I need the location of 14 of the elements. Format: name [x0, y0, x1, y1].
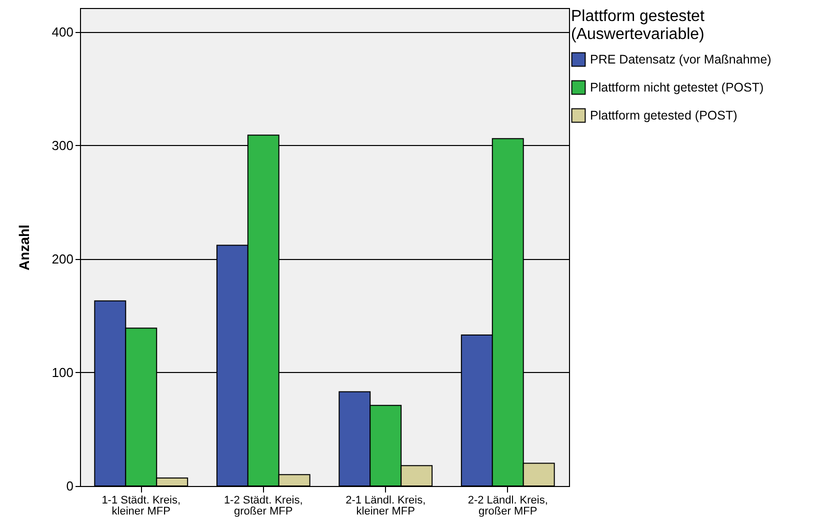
y-tick-label: 0: [66, 478, 74, 494]
y-tick-label: 200: [52, 251, 74, 266]
y-tick-label: 100: [52, 364, 74, 380]
legend-title: Plattform gestestet (Auswertevariable): [571, 8, 705, 43]
x-tick-label: 2-2 Ländl. Kreis, großer MFP: [468, 494, 548, 518]
legend-label: Plattform nicht getestet (POST): [590, 80, 764, 94]
x-tick-label: 1-2 Städt. Kreis, großer MFP: [224, 494, 303, 518]
y-tick-label: 300: [52, 138, 74, 153]
legend-label: PRE Datensatz (vor Maßnahme): [590, 52, 772, 66]
y-axis-title: Anzahl: [16, 224, 32, 270]
x-tick-label: 2-1 Ländl. Kreis, kleiner MFP: [346, 494, 426, 518]
x-tick-label: 1-1 Städt. Kreis, kleiner MFP: [102, 494, 181, 518]
y-tick-label: 400: [52, 24, 74, 40]
legend-label: Plattform getested (POST): [590, 108, 738, 122]
